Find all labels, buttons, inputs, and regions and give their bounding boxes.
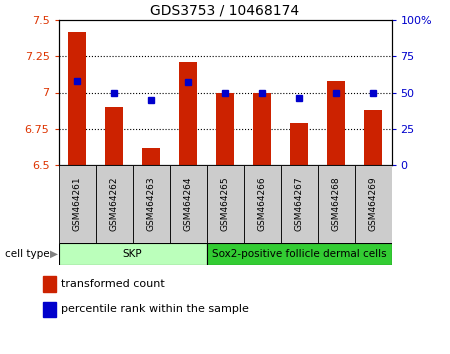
Bar <box>68 32 86 165</box>
Bar <box>43 276 55 292</box>
Bar <box>105 107 123 165</box>
Text: SKP: SKP <box>123 249 142 259</box>
Text: GSM464266: GSM464266 <box>257 177 266 231</box>
Bar <box>280 165 318 243</box>
Bar <box>170 165 207 243</box>
Bar <box>58 165 95 243</box>
Text: cell type: cell type <box>4 249 49 259</box>
Text: ▶: ▶ <box>50 249 58 259</box>
Text: GSM464265: GSM464265 <box>220 177 230 231</box>
Text: GSM464263: GSM464263 <box>147 177 156 231</box>
Text: GSM464268: GSM464268 <box>332 177 341 231</box>
Text: GSM464262: GSM464262 <box>109 177 118 231</box>
Bar <box>207 165 243 243</box>
Text: GSM464269: GSM464269 <box>369 177 378 231</box>
Bar <box>142 148 160 165</box>
Text: GSM464267: GSM464267 <box>294 177 303 231</box>
Bar <box>243 165 280 243</box>
Text: percentile rank within the sample: percentile rank within the sample <box>61 304 249 314</box>
Bar <box>216 92 234 165</box>
Bar <box>327 81 345 165</box>
Text: Sox2-positive follicle dermal cells: Sox2-positive follicle dermal cells <box>212 249 386 259</box>
Bar <box>58 243 207 265</box>
Text: GSM464264: GSM464264 <box>184 177 193 231</box>
Text: transformed count: transformed count <box>61 279 165 289</box>
Text: GSM464261: GSM464261 <box>72 177 81 231</box>
Bar <box>179 62 197 165</box>
Bar <box>253 92 271 165</box>
Bar <box>43 302 55 317</box>
Bar <box>364 110 382 165</box>
Bar <box>132 165 170 243</box>
Bar <box>95 165 132 243</box>
Bar <box>207 243 392 265</box>
Bar <box>355 165 392 243</box>
Title: GDS3753 / 10468174: GDS3753 / 10468174 <box>150 4 300 17</box>
Bar <box>318 165 355 243</box>
Bar <box>290 123 308 165</box>
